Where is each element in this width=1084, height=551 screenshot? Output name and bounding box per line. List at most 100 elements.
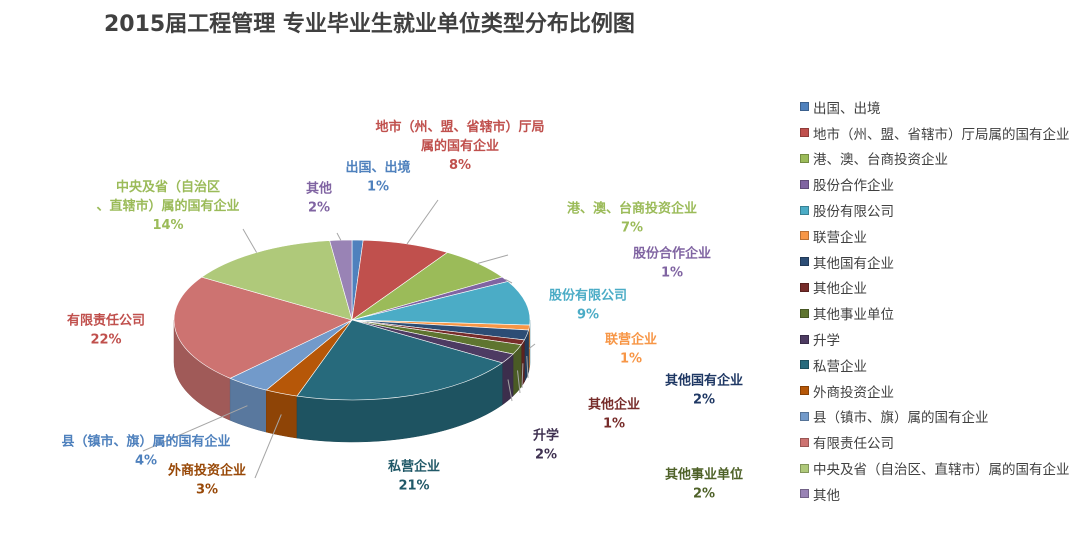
- data-label-category: 、直辖市）属的国有企业: [96, 198, 239, 214]
- data-label-category: 县（镇市、旗）属的国有企业: [61, 434, 230, 450]
- legend-swatch: [800, 360, 809, 370]
- pie-chart: 出国、出境 1% 地市（州、盟、省辖市）厅局属的国有企业 8% 港、澳、台商投资企业 7%…: [61, 119, 743, 502]
- data-label-percent: 1%: [367, 180, 389, 195]
- legend-item: 中央及省（自治区、直辖市）属的国有企业: [800, 455, 1070, 481]
- data-label-percent: 2%: [693, 487, 715, 502]
- data-label-0: 出国、出境 1%: [345, 160, 410, 195]
- legend-item: 联营企业: [800, 223, 1070, 249]
- leader-line-5: [528, 343, 536, 349]
- data-label-category: 中央及省（自治区: [116, 179, 220, 195]
- data-label-14: 中央及省（自治区、直辖市）属的国有企业 14%: [96, 179, 239, 233]
- legend-label: 其他企业: [813, 281, 867, 298]
- data-label-percent: 1%: [603, 417, 625, 432]
- data-label-15: 其他 2%: [306, 181, 332, 216]
- legend-label: 股份有限公司: [813, 204, 894, 221]
- data-label-category: 其他: [306, 181, 332, 197]
- data-label-6: 其他国有企业 2%: [665, 373, 743, 408]
- leader-line-12: [142, 405, 248, 452]
- data-label-category: 港、澳、台商投资企业: [567, 201, 697, 217]
- legend-label: 其他: [813, 487, 840, 504]
- legend-item: 其他事业单位: [800, 300, 1070, 326]
- legend-label: 港、澳、台商投资企业: [813, 152, 948, 169]
- leader-line-9: [507, 379, 513, 402]
- leader-line-7: [521, 363, 524, 389]
- data-label-percent: 4%: [135, 454, 157, 469]
- data-label-category: 外商投资企业: [167, 463, 246, 479]
- legend-swatch: [800, 463, 809, 473]
- leader-line-8: [517, 370, 521, 394]
- legend-item: 其他企业: [800, 275, 1070, 301]
- legend-item: 股份合作企业: [800, 171, 1070, 197]
- data-label-percent: 2%: [693, 393, 715, 408]
- legend-item: 港、澳、台商投资企业: [800, 146, 1070, 172]
- data-label-percent: 1%: [620, 352, 642, 367]
- data-label-percent: 21%: [398, 479, 429, 494]
- data-label-category: 其他企业: [588, 397, 640, 413]
- data-label-percent: 3%: [196, 483, 218, 498]
- data-label-category: 升学: [533, 428, 559, 444]
- legend-label: 其他事业单位: [813, 307, 894, 324]
- data-label-7: 其他企业 1%: [588, 397, 640, 432]
- leader-line-1: [406, 199, 439, 245]
- pie-depth: [173, 319, 531, 443]
- legend-label: 股份合作企业: [813, 178, 894, 195]
- pie-slice-13: [173, 276, 353, 379]
- leader-line-3: [504, 278, 513, 284]
- data-label-category: 联营企业: [605, 332, 657, 348]
- data-label-category: 其他国有企业: [665, 373, 743, 389]
- legend-item: 其他: [800, 481, 1070, 507]
- leader-line-6: [526, 355, 529, 379]
- data-label-category: 股份有限公司: [549, 288, 627, 304]
- legend-item: 外商投资企业: [800, 378, 1070, 404]
- data-label-percent: 9%: [577, 308, 599, 323]
- data-label-9: 升学 2%: [533, 428, 559, 463]
- pie-side-11: [266, 389, 298, 439]
- legend-item: 地市（州、盟、省辖市）厅局属的国有企业: [800, 120, 1070, 146]
- data-label-percent: 1%: [661, 266, 683, 281]
- data-label-category: 有限责任公司: [67, 313, 145, 329]
- data-label-5: 联营企业 1%: [605, 332, 657, 367]
- legend-item: 股份有限公司: [800, 197, 1070, 223]
- legend-swatch: [800, 282, 809, 292]
- legend-item: 出国、出境: [800, 94, 1070, 120]
- legend-swatch: [800, 257, 809, 267]
- data-labels: 出国、出境 1% 地市（州、盟、省辖市）厅局属的国有企业 8% 港、澳、台商投资企业 7%…: [61, 119, 743, 502]
- pie-slice-4: [351, 281, 531, 326]
- data-label-percent: 8%: [449, 158, 471, 173]
- legend-swatch: [800, 102, 809, 112]
- leader-line-14: [242, 228, 258, 253]
- legend-item: 其他国有企业: [800, 249, 1070, 275]
- data-label-13: 有限责任公司 22%: [67, 313, 145, 348]
- data-label-11: 外商投资企业 3%: [167, 463, 246, 498]
- data-label-category: 地市（州、盟、省辖市）厅局: [375, 119, 544, 135]
- data-label-percent: 14%: [152, 218, 183, 233]
- legend-label: 县（镇市、旗）属的国有企业: [813, 410, 989, 427]
- data-label-percent: 22%: [90, 333, 121, 348]
- data-label-category: 出国、出境: [345, 160, 410, 176]
- data-label-3: 股份合作企业 1%: [633, 246, 711, 281]
- pie-slice-14: [201, 240, 353, 321]
- legend-swatch: [800, 308, 809, 318]
- legend-swatch: [800, 437, 809, 447]
- data-label-1: 地市（州、盟、省辖市）厅局属的国有企业 8%: [375, 119, 544, 173]
- legend-label: 私营企业: [813, 358, 867, 375]
- leader-line-11: [254, 414, 282, 479]
- legend-swatch: [800, 411, 809, 421]
- legend-swatch: [800, 153, 809, 163]
- leader-line-15: [336, 232, 342, 241]
- legend-item: 私营企业: [800, 352, 1070, 378]
- legend-swatch: [800, 128, 809, 138]
- legend-label: 有限责任公司: [813, 436, 894, 453]
- legend-item: 有限责任公司: [800, 429, 1070, 455]
- legend-swatch: [800, 205, 809, 215]
- legend-swatch: [800, 489, 809, 499]
- pie-slice-10: [296, 319, 503, 401]
- data-label-category: 私营企业: [388, 459, 440, 475]
- data-label-category: 股份合作企业: [633, 246, 711, 262]
- legend-label: 升学: [813, 333, 840, 350]
- legend-item: 升学: [800, 326, 1070, 352]
- legend-label: 其他国有企业: [813, 255, 894, 272]
- pie-slice-1: [351, 239, 449, 321]
- data-label-8: 其他事业单位 2%: [665, 467, 743, 502]
- legend-label: 外商投资企业: [813, 384, 894, 401]
